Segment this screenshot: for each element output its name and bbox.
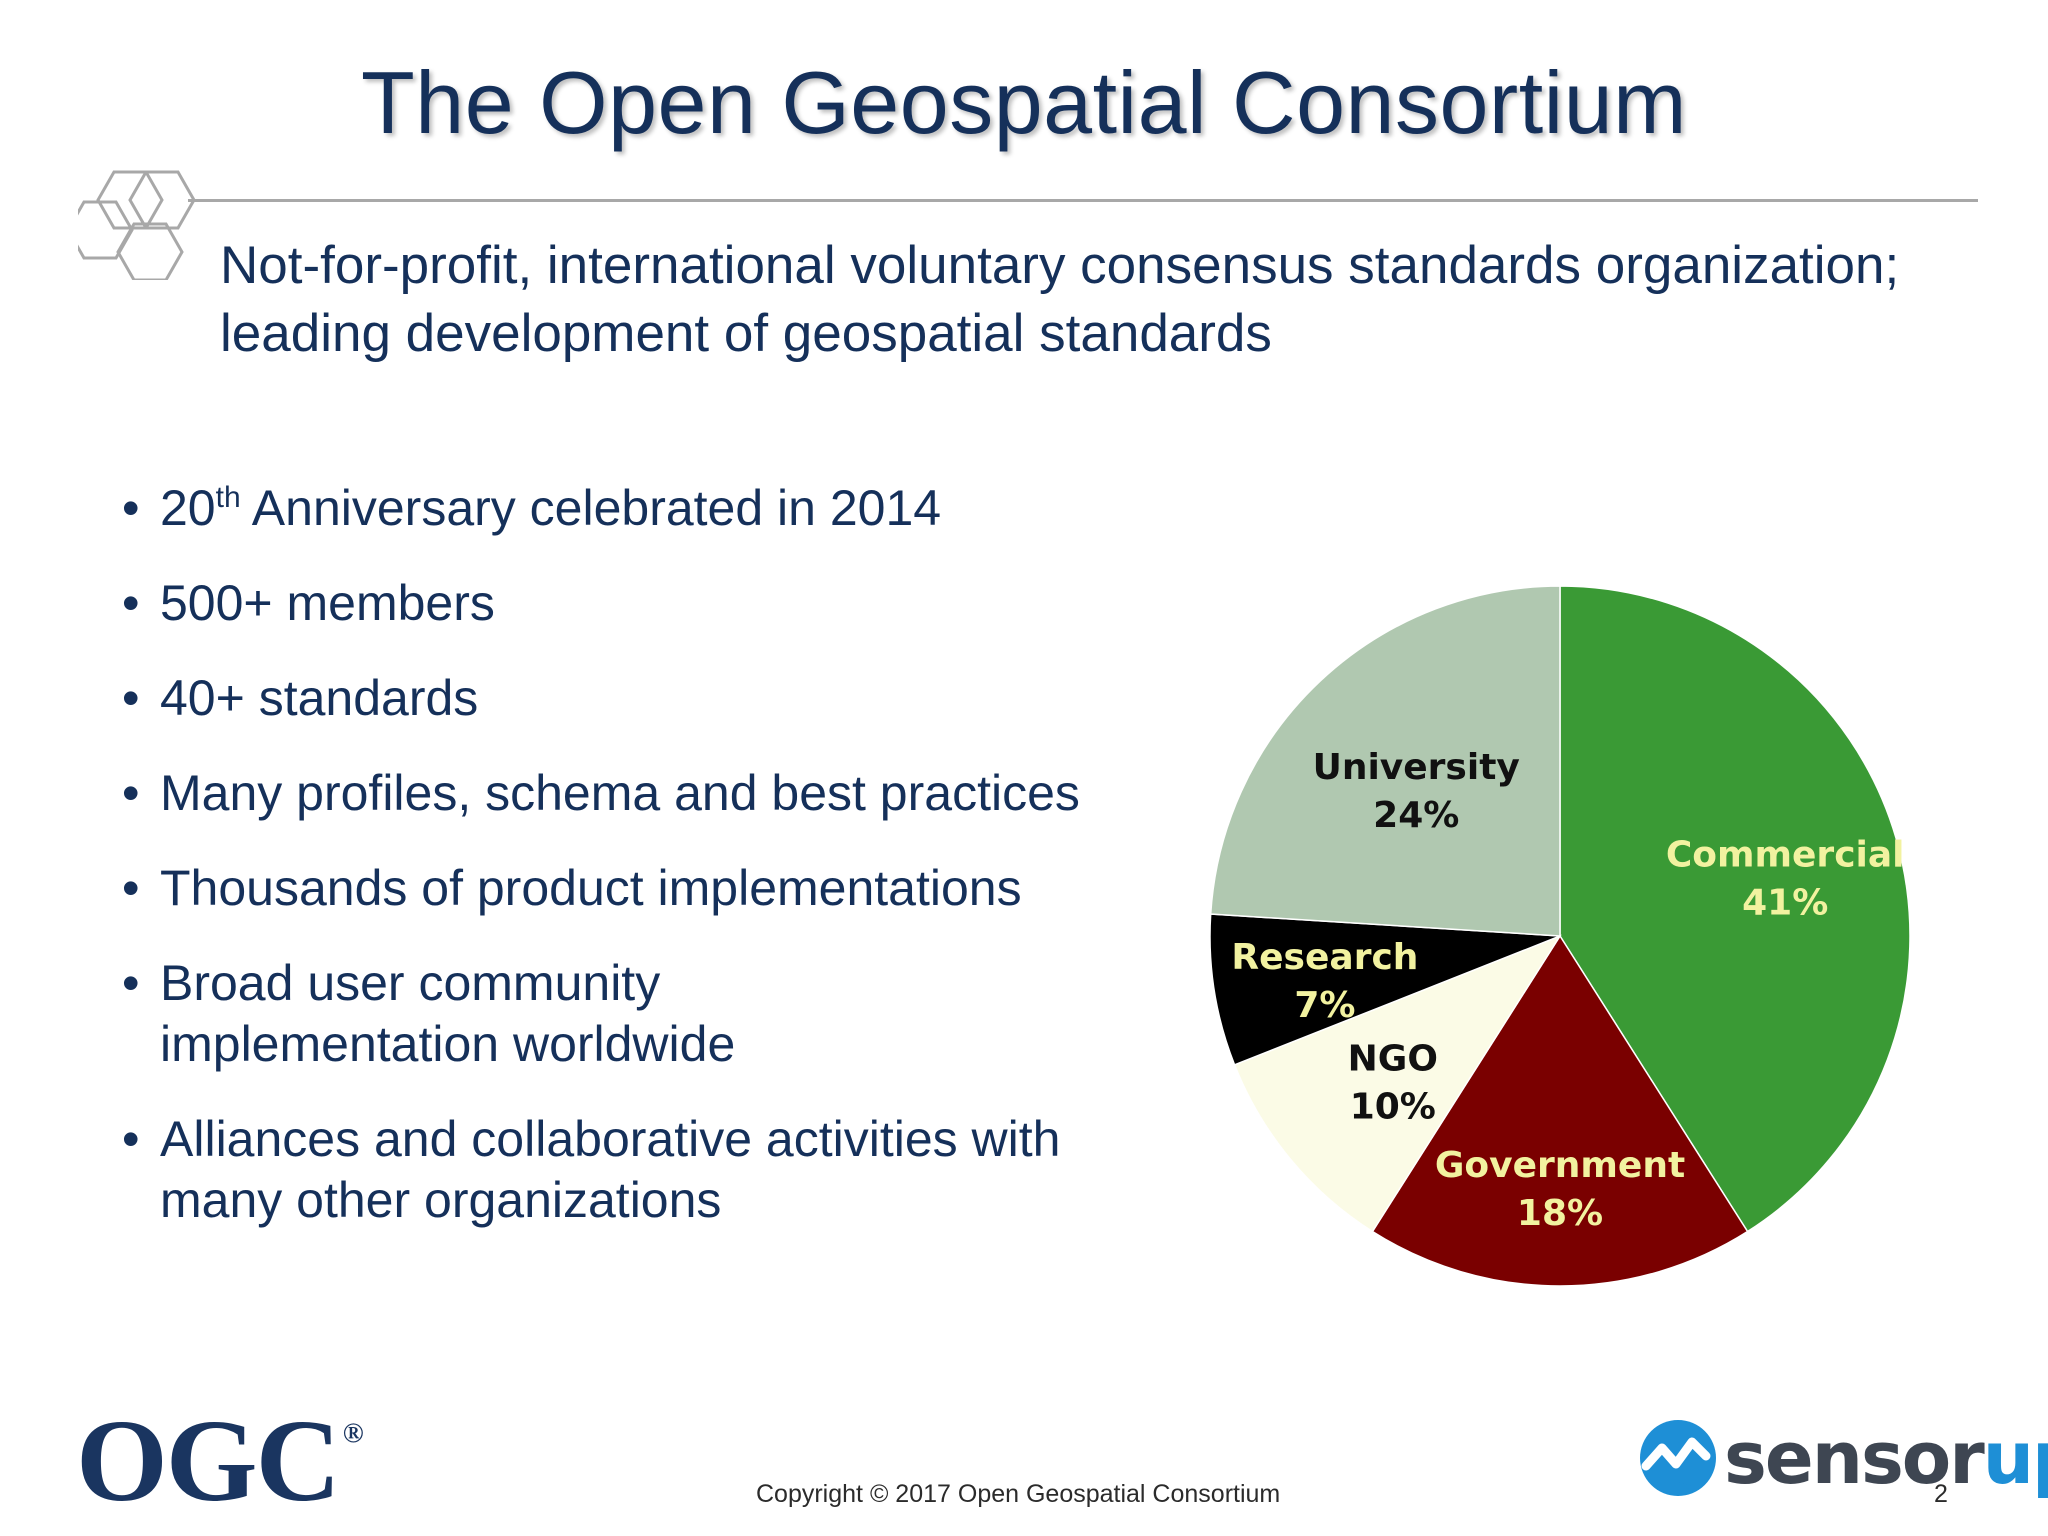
subtitle-line-2: leading development of geospatial standa… xyxy=(220,304,1272,363)
slide-title: The Open Geospatial Consortium xyxy=(361,53,1687,152)
pie-slice-commercial xyxy=(1559,585,1911,1233)
pie-value-research: 7% xyxy=(1294,985,1355,1026)
hexagon-cluster-icon xyxy=(78,170,196,280)
sensorup-logo-icon xyxy=(1640,1420,1716,1496)
sensorup-logo: sensorup xyxy=(1632,1412,2048,1504)
pie-value-government: 18% xyxy=(1517,1193,1603,1234)
ogc-logo: OGC ® xyxy=(76,1395,364,1526)
membership-pie-chart: Commercial 41% Government 18% NGO 10% Research… xyxy=(1209,585,1911,1287)
bullet-list: 20th Anniversary celebrated in 2014 500+… xyxy=(122,478,1162,1265)
bullet-item: Alliances and collaborative activities w… xyxy=(122,1109,1162,1231)
pie-slice-research xyxy=(1209,913,1561,1066)
pie-value-university: 24% xyxy=(1373,795,1459,836)
pie-value-commercial: 41% xyxy=(1742,883,1828,924)
pie-slice-ngo xyxy=(1233,934,1562,1233)
bullet-item: 40+ standards xyxy=(122,668,1162,729)
sensorup-logo-text: sensor xyxy=(1724,1416,1985,1500)
subtitle: Not-for-profit, international voluntary … xyxy=(220,232,2020,368)
pie-slice-university xyxy=(1209,585,1561,937)
page-number: 2 xyxy=(1934,1480,1948,1508)
bullet-item: Many profiles, schema and best practices xyxy=(122,763,1162,824)
pie-label-ngo: NGO xyxy=(1348,1038,1438,1079)
subtitle-line-1: Not-for-profit, international voluntary … xyxy=(220,236,1900,295)
pie-label-government: Government xyxy=(1435,1145,1685,1186)
pie-label-university: University xyxy=(1313,747,1520,788)
copyright-text: Copyright © 2017 Open Geospatial Consort… xyxy=(756,1480,1281,1508)
pie-slice-government xyxy=(1371,934,1749,1287)
bullet-item: Thousands of product implementations xyxy=(122,858,1162,919)
pie-label-research: Research xyxy=(1231,937,1418,978)
sensorup-logo-text-up: up xyxy=(1982,1416,2048,1500)
pie-label-commercial: Commercial xyxy=(1666,835,1905,876)
bullet-item: 20th Anniversary celebrated in 2014 xyxy=(122,478,1162,539)
bullet-item: 500+ members xyxy=(122,573,1162,634)
pie-value-ngo: 10% xyxy=(1350,1086,1436,1127)
title-divider xyxy=(188,199,1978,202)
